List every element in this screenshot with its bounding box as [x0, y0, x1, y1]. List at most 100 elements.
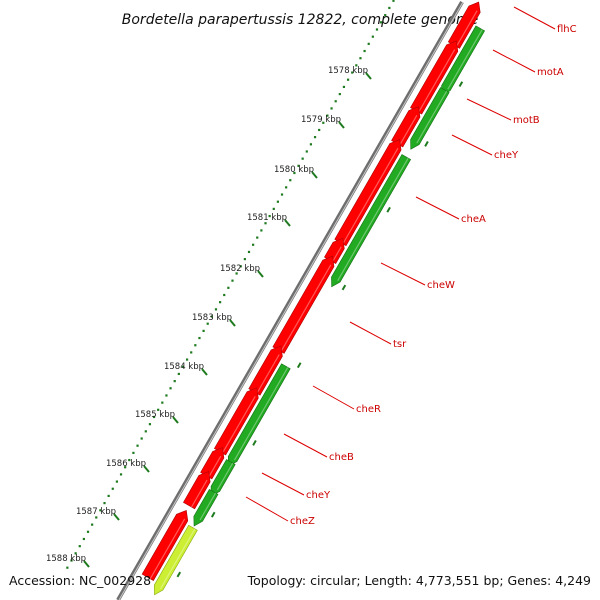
- minor-tick: [424, 141, 429, 147]
- tick-mark: [201, 368, 208, 376]
- map-title: Bordetella parapertussis 12822, complete…: [122, 12, 478, 28]
- tick-dot: [148, 423, 152, 426]
- tick-dot: [375, 28, 379, 31]
- tick-label: 1585 kbp: [135, 410, 175, 420]
- tick-dot: [342, 85, 346, 88]
- forward-gene-shine: [256, 354, 280, 394]
- tick-track: [66, 0, 395, 569]
- tick-dot: [82, 537, 85, 541]
- tick-dot: [177, 372, 180, 376]
- tick-dot: [367, 42, 370, 45]
- minor-tick: [341, 284, 347, 291]
- gene-label: cheZ: [290, 516, 315, 527]
- forward-gene-shine: [191, 479, 208, 508]
- forward-gene-shine: [418, 49, 456, 113]
- backbone-line: [116, 1, 464, 600]
- tick-mark: [338, 121, 345, 129]
- forward-gene: [141, 509, 189, 581]
- tick-dot: [165, 394, 168, 397]
- tick-dot: [289, 179, 292, 182]
- tick-label: 1587 kbp: [76, 507, 116, 517]
- tick-dot: [99, 509, 102, 512]
- tick-dot: [144, 430, 147, 433]
- tick-dot: [91, 523, 94, 526]
- backbone: [116, 1, 464, 600]
- reverse-gene-shine: [160, 528, 196, 589]
- tick-dot: [293, 171, 296, 175]
- forward-gene-shine: [399, 115, 418, 146]
- tick-dot: [359, 57, 362, 60]
- tick-dot: [74, 552, 77, 555]
- tick-dot: [223, 293, 226, 297]
- tick-dot: [338, 92, 341, 96]
- reverse-gene: [410, 87, 450, 150]
- tick-mark: [229, 319, 236, 327]
- gene-labels: flhC motA motB cheY cheA cheW tsr cheR cheB cheY c…: [245, 6, 577, 527]
- tick-dot: [202, 329, 205, 332]
- tick-dot: [194, 344, 197, 347]
- gene-label: cheW: [427, 280, 455, 291]
- tick-dot: [86, 530, 90, 533]
- tick-dot: [136, 444, 139, 447]
- tick-dot: [268, 214, 271, 218]
- tick-label: 1579 kbp: [301, 115, 341, 125]
- tick-dot: [119, 473, 123, 476]
- tick-dot: [252, 243, 255, 246]
- gene-label: cheB: [329, 452, 354, 463]
- tick-dot: [185, 358, 189, 361]
- reverse-gene-shine: [216, 462, 234, 491]
- label-leader-line: [380, 262, 426, 286]
- label-leader-line: [283, 433, 328, 458]
- label-leader-line: [245, 496, 289, 522]
- tick-dot: [210, 315, 213, 318]
- label-leader-line: [349, 321, 392, 345]
- tick-dot: [313, 136, 317, 139]
- reverse-gene-shine: [416, 90, 448, 144]
- tick-dot: [260, 229, 263, 232]
- tick-dot: [309, 143, 313, 146]
- minor-tick: [252, 440, 257, 446]
- tick-label: 1583 kbp: [192, 313, 232, 323]
- forward-gene-shine: [280, 264, 332, 352]
- tick-dot: [181, 365, 185, 368]
- tick-dot: [190, 351, 193, 354]
- forward-gene-shine: [342, 147, 399, 245]
- reverse-gene-shine: [447, 29, 483, 90]
- tick-label: 1588 kbp: [46, 554, 86, 564]
- tick-dot: [198, 336, 201, 340]
- tick-label: 1582 kbp: [220, 264, 260, 274]
- tick-dot: [334, 100, 337, 103]
- forward-gene: [183, 471, 211, 510]
- reverse-gene-shine: [199, 492, 217, 521]
- tick-mark: [113, 513, 120, 521]
- label-leader-line: [261, 472, 305, 496]
- gene-label: cheR: [356, 404, 381, 415]
- gene-label: cheA: [461, 214, 486, 225]
- tick-dot: [78, 545, 81, 548]
- tick-dot: [318, 128, 321, 132]
- tick-dot: [107, 494, 110, 498]
- accession-label: Accession: NC_002928: [9, 573, 152, 588]
- tick-dot: [95, 516, 98, 519]
- gene-label: cheY: [494, 150, 519, 161]
- tick-label: 1584 kbp: [164, 362, 204, 372]
- tick-mark: [172, 416, 179, 424]
- tick-dot: [227, 286, 230, 289]
- tick-dot: [392, 0, 395, 2]
- tick-dot: [152, 415, 156, 419]
- tick-mark: [365, 72, 372, 80]
- gene-label: tsr: [393, 339, 407, 350]
- tick-dot: [330, 107, 333, 110]
- tick-label: 1578 kbp: [328, 66, 368, 76]
- tick-dot: [355, 64, 358, 67]
- tick-dot: [103, 502, 106, 505]
- gene-label: cheY: [306, 490, 331, 501]
- label-leader-line: [415, 196, 460, 220]
- tick-dot: [388, 6, 391, 10]
- label-leader-line: [451, 134, 493, 156]
- tick-dot: [206, 322, 209, 325]
- gene-label: flhC: [557, 24, 577, 35]
- reverse-gene: [193, 488, 219, 527]
